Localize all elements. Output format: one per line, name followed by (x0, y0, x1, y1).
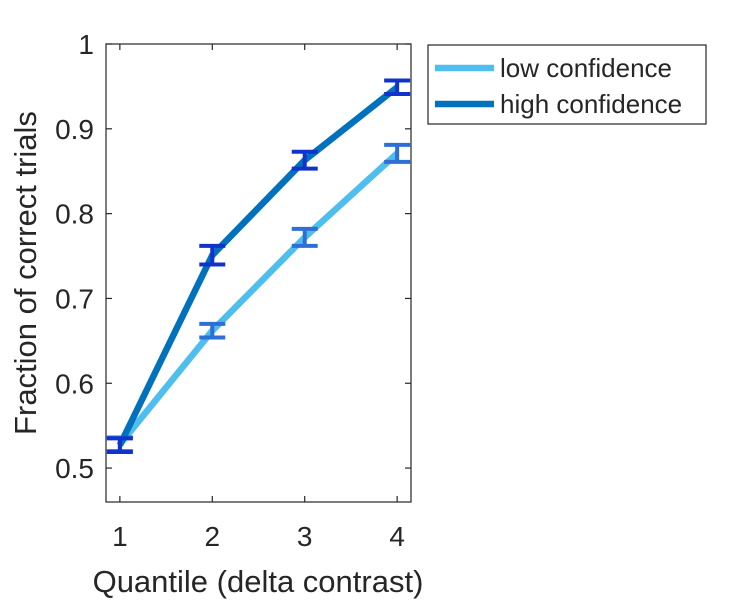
error-bar (199, 243, 226, 267)
y-tick-label: 0.6 (55, 368, 94, 399)
error-bar (106, 436, 133, 454)
x-tick-label: 3 (297, 521, 313, 552)
legend: low confidence high confidence (427, 44, 707, 125)
axes: 1 2 3 4 0.5 0.6 0.7 0.8 0.9 1 (55, 29, 412, 552)
y-tick-label: 0.8 (55, 199, 94, 230)
axes-box (105, 43, 412, 503)
y-tick-label: 0.5 (55, 453, 94, 484)
y-tick-label: 1 (78, 29, 94, 60)
plot-area (106, 78, 411, 454)
error-bar (291, 226, 318, 248)
x-tick-label: 4 (389, 521, 405, 552)
series-line-0 (117, 151, 400, 447)
x-axis-title: Quantile (delta contrast) (93, 564, 424, 599)
y-tick-label: 0.9 (55, 114, 94, 145)
error-bar (291, 149, 318, 171)
x-tick-label: 2 (204, 521, 220, 552)
legend-label-0: low confidence (500, 53, 672, 83)
x-tick-label: 1 (112, 521, 128, 552)
error-bar (384, 78, 411, 97)
legend-box (427, 44, 707, 125)
error-bar (199, 321, 226, 340)
legend-label-1: high confidence (500, 89, 682, 119)
error-bar (384, 142, 411, 164)
y-tick-label: 0.7 (55, 283, 94, 314)
series-line-1 (116, 84, 400, 447)
y-axis-title: Fraction of correct trials (8, 111, 43, 435)
